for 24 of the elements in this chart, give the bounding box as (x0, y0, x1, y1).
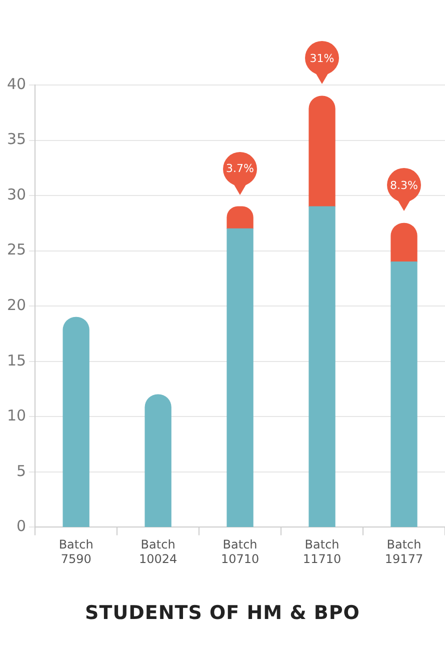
y-tick-label: 10 (6, 406, 26, 425)
y-tick-label: 25 (6, 240, 26, 259)
annotation: 3.7% (223, 152, 258, 186)
text: STUDENTS OF HM & BPO (84, 602, 361, 624)
annotation: 8.3% (387, 168, 421, 202)
x-tick-label: Batch 10024 (138, 538, 178, 566)
annotation: 31% (305, 41, 340, 76)
bar (226, 228, 254, 528)
bar (308, 206, 336, 528)
y-tick-label: 20 (6, 296, 26, 314)
x-tick-label: Batch 19177 (384, 538, 424, 566)
y-tick-label: 0 (16, 517, 26, 536)
bar (390, 262, 418, 528)
bar (62, 316, 90, 528)
y-tick-label: 30 (6, 185, 26, 204)
x-tick-label: Batch 11710 (302, 538, 342, 566)
x-tick-label: Batch 7590 (58, 538, 94, 566)
y-tick-label: 40 (6, 74, 26, 93)
y-tick-label: 5 (16, 462, 26, 480)
y-tick-label: 15 (6, 351, 26, 370)
bar (144, 394, 172, 528)
x-tick-label: Batch 10710 (220, 538, 260, 566)
y-tick-label: 35 (6, 130, 26, 148)
bar (308, 96, 336, 207)
